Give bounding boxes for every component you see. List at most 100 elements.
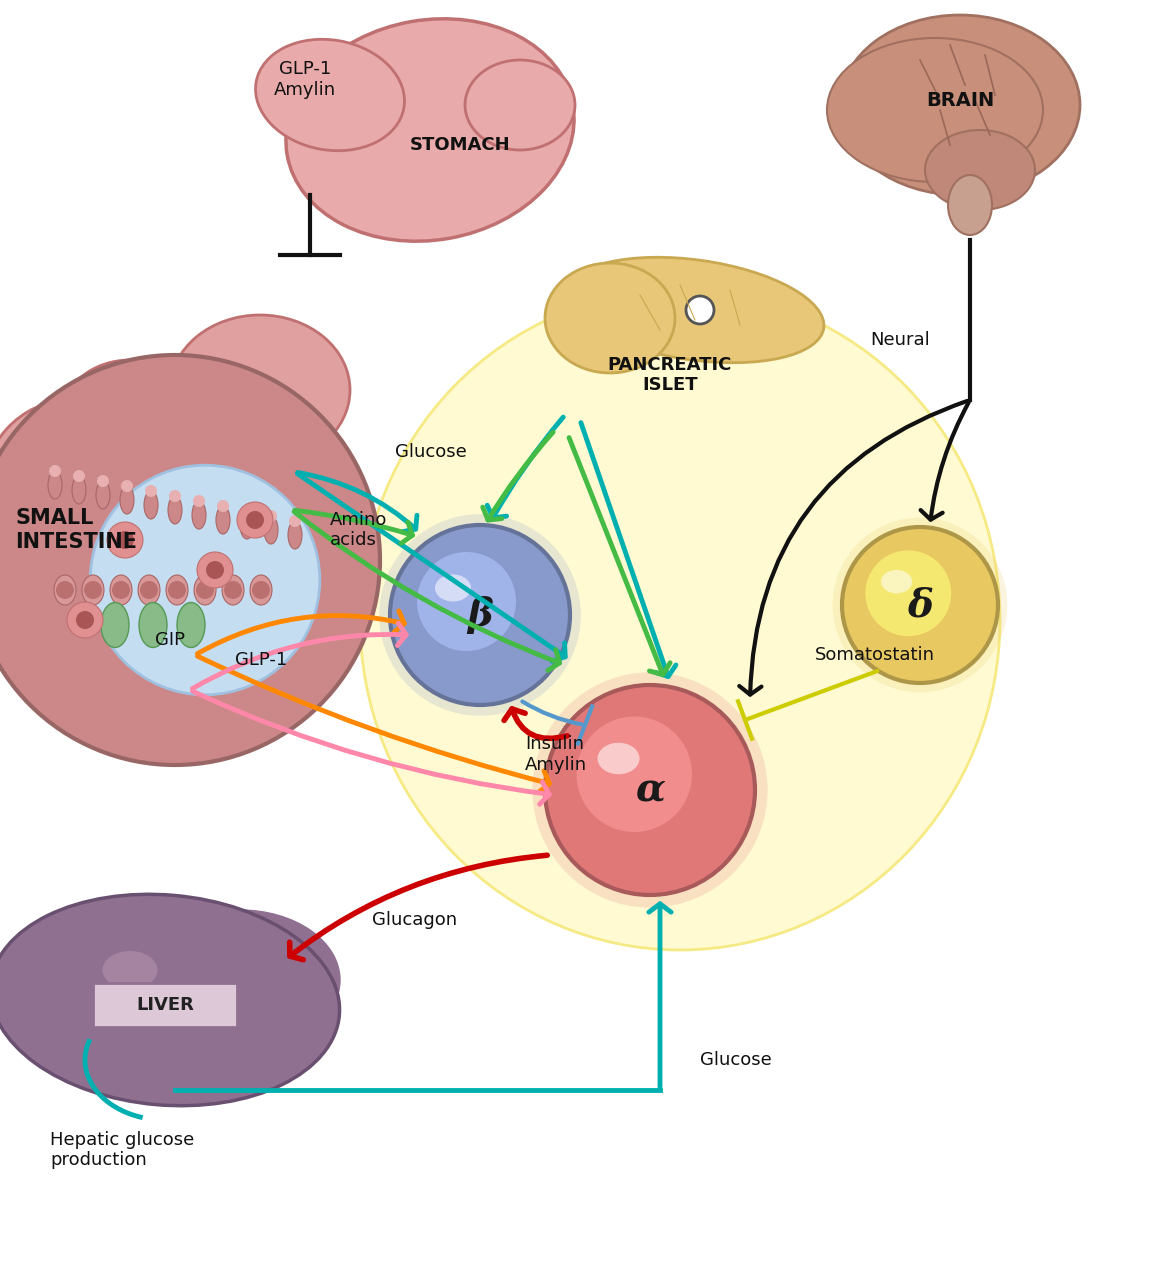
Circle shape — [533, 672, 767, 908]
Circle shape — [224, 581, 243, 599]
Ellipse shape — [59, 360, 201, 480]
Circle shape — [265, 509, 278, 522]
Ellipse shape — [566, 257, 824, 362]
Text: Glucose: Glucose — [700, 1051, 772, 1069]
Circle shape — [115, 531, 134, 549]
Ellipse shape — [597, 742, 639, 774]
Circle shape — [140, 581, 159, 599]
Text: GIP: GIP — [155, 631, 185, 649]
Circle shape — [545, 685, 756, 895]
Ellipse shape — [216, 506, 230, 534]
Text: Hepatic glucose
production: Hepatic glucose production — [50, 1130, 195, 1170]
Text: GLP-1: GLP-1 — [236, 652, 287, 669]
Text: LIVER: LIVER — [136, 996, 194, 1014]
Circle shape — [833, 517, 1007, 692]
Circle shape — [217, 500, 229, 512]
Ellipse shape — [222, 575, 244, 605]
Ellipse shape — [110, 575, 132, 605]
Circle shape — [121, 480, 133, 492]
Ellipse shape — [48, 471, 62, 499]
Text: STOMACH: STOMACH — [409, 136, 511, 154]
Ellipse shape — [120, 486, 134, 515]
Ellipse shape — [360, 291, 1000, 950]
Circle shape — [56, 581, 73, 599]
Ellipse shape — [925, 131, 1035, 210]
Ellipse shape — [96, 481, 110, 509]
Ellipse shape — [435, 575, 471, 602]
Ellipse shape — [194, 575, 216, 605]
Ellipse shape — [240, 511, 254, 539]
Circle shape — [90, 465, 319, 695]
Text: Insulin
Amylin: Insulin Amylin — [525, 735, 588, 774]
Circle shape — [197, 552, 233, 588]
Ellipse shape — [545, 262, 675, 372]
Text: δ: δ — [907, 586, 933, 625]
Circle shape — [417, 552, 517, 652]
Circle shape — [252, 581, 271, 599]
Ellipse shape — [192, 500, 206, 529]
Ellipse shape — [168, 497, 182, 524]
Ellipse shape — [948, 175, 992, 236]
Circle shape — [865, 550, 951, 636]
Text: Amino
acids: Amino acids — [330, 511, 387, 549]
Ellipse shape — [54, 575, 76, 605]
Circle shape — [576, 717, 691, 832]
FancyBboxPatch shape — [93, 983, 237, 1027]
Circle shape — [246, 511, 264, 529]
Ellipse shape — [138, 575, 160, 605]
Ellipse shape — [101, 603, 129, 648]
Circle shape — [97, 475, 108, 486]
Text: Glucose: Glucose — [395, 443, 466, 461]
Text: PANCREATIC
ISLET: PANCREATIC ISLET — [607, 356, 732, 394]
Ellipse shape — [143, 492, 159, 518]
Ellipse shape — [170, 315, 350, 465]
Circle shape — [0, 355, 380, 765]
Text: Glucagon: Glucagon — [372, 911, 457, 929]
Text: Somatostatin: Somatostatin — [815, 646, 935, 664]
Circle shape — [107, 522, 143, 558]
Circle shape — [169, 490, 181, 502]
Text: Neural: Neural — [870, 332, 929, 349]
Circle shape — [206, 561, 224, 579]
Ellipse shape — [103, 951, 157, 989]
Circle shape — [686, 296, 714, 324]
Ellipse shape — [827, 38, 1044, 182]
Ellipse shape — [72, 476, 86, 504]
Ellipse shape — [255, 40, 405, 151]
Ellipse shape — [465, 60, 575, 150]
Ellipse shape — [82, 575, 104, 605]
Circle shape — [194, 495, 205, 507]
Circle shape — [84, 581, 101, 599]
Text: SMALL
INTESTINE: SMALL INTESTINE — [15, 508, 136, 552]
Text: α: α — [635, 771, 665, 809]
Circle shape — [73, 470, 85, 483]
Circle shape — [379, 515, 581, 716]
Ellipse shape — [286, 19, 574, 241]
Circle shape — [241, 506, 253, 517]
Ellipse shape — [177, 603, 205, 648]
Circle shape — [66, 602, 103, 637]
Ellipse shape — [166, 575, 188, 605]
Circle shape — [842, 527, 998, 684]
Ellipse shape — [264, 516, 278, 544]
Circle shape — [76, 611, 94, 628]
Ellipse shape — [0, 895, 339, 1106]
Ellipse shape — [139, 603, 167, 648]
Circle shape — [237, 502, 273, 538]
Text: β: β — [468, 596, 493, 634]
Circle shape — [112, 581, 129, 599]
Circle shape — [289, 515, 301, 527]
Ellipse shape — [250, 575, 272, 605]
Ellipse shape — [140, 910, 340, 1050]
Ellipse shape — [288, 521, 302, 549]
Ellipse shape — [840, 15, 1080, 195]
Circle shape — [145, 485, 157, 497]
Circle shape — [389, 525, 570, 705]
Text: BRAIN: BRAIN — [926, 91, 995, 110]
Circle shape — [196, 581, 215, 599]
Circle shape — [49, 465, 61, 477]
Ellipse shape — [881, 570, 912, 594]
Text: GLP-1
Amylin: GLP-1 Amylin — [274, 60, 336, 99]
Ellipse shape — [0, 399, 160, 600]
Circle shape — [168, 581, 187, 599]
